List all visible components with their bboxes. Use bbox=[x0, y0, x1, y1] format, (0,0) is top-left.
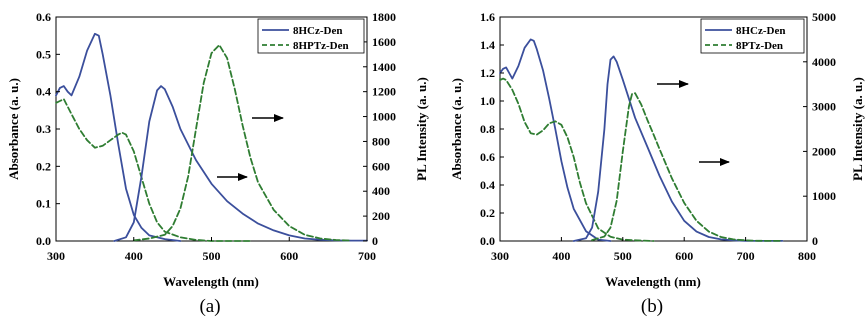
y2-axis-title-a: PL Intensity (a. u.) bbox=[414, 77, 429, 181]
x-tick-label-b-3: 600 bbox=[675, 249, 693, 263]
x-tick-label-a-1: 400 bbox=[125, 249, 143, 263]
y-tick-label-a-3: 0.3 bbox=[36, 122, 51, 136]
y2-tick-label-a-0: 0 bbox=[372, 234, 378, 248]
y2-tick-label-b-3: 3000 bbox=[812, 100, 836, 114]
y-axis-title-a: Absorbance (a. u.) bbox=[6, 78, 21, 180]
series-line-a-absorbance-2 bbox=[55, 98, 252, 242]
series-line-a-absorbance-1 bbox=[55, 32, 182, 242]
y2-tick-label-b-4: 4000 bbox=[812, 55, 836, 69]
y-tick-label-b-8: 1.6 bbox=[480, 10, 495, 24]
series-line-b-absorbance-1 bbox=[499, 38, 612, 242]
y2-tick-label-a-2: 400 bbox=[372, 184, 390, 198]
series-line-b-absorbance-2 bbox=[499, 77, 655, 242]
x-tick-label-b-2: 500 bbox=[614, 249, 632, 263]
y-ticks-a: 0.0 0.1 0.2 0.3 0.4 0.5 0.6 bbox=[36, 10, 60, 248]
y-tick-label-b-7: 1.4 bbox=[480, 38, 495, 52]
x-ticks-a: 300 400 500 600 700 bbox=[47, 237, 376, 263]
x-axis-title-a: Wavelength (nm) bbox=[163, 274, 259, 289]
y-tick-label-a-5: 0.5 bbox=[36, 47, 51, 61]
x-axis-title-b: Wavelength (nm) bbox=[605, 274, 701, 289]
y2-tick-label-b-2: 2000 bbox=[812, 144, 836, 158]
y2-tick-label-b-5: 5000 bbox=[812, 10, 836, 24]
y-tick-label-a-0: 0.0 bbox=[36, 234, 51, 248]
panel-a: 300 400 500 600 700 0.0 0.1 0.2 0.3 0.4 0.5 0.6 0 2… bbox=[6, 10, 429, 317]
legend-label-a-1: 8HCz-Den bbox=[293, 25, 343, 37]
x-tick-label-a-0: 300 bbox=[47, 249, 65, 263]
legend-label-b-2: 8PTz-Den bbox=[736, 40, 783, 52]
y-tick-label-a-1: 0.1 bbox=[36, 197, 51, 211]
y-tick-label-b-4: 0.8 bbox=[480, 122, 495, 136]
legend-b: 8HCz-Den 8PTz-Den bbox=[700, 18, 805, 54]
x-tick-label-b-1: 400 bbox=[552, 249, 570, 263]
y-tick-label-b-1: 0.2 bbox=[480, 206, 495, 220]
y-tick-label-b-0: 0.0 bbox=[480, 234, 495, 248]
y2-tick-label-a-1: 200 bbox=[372, 209, 390, 223]
x-tick-label-b-4: 700 bbox=[737, 249, 755, 263]
y2-tick-label-a-5: 1000 bbox=[372, 110, 396, 124]
series-lines-b bbox=[499, 38, 784, 242]
y-tick-label-b-5: 1.0 bbox=[480, 94, 495, 108]
y2-ticks-a: 0 200 400 600 800 1000 1200 1400 1600 1800 bbox=[363, 10, 396, 248]
y2-tick-label-a-3: 600 bbox=[372, 159, 390, 173]
series-line-a-pl-4 bbox=[132, 44, 353, 242]
legend-a: 8HCz-Den 8HPTz-Den bbox=[257, 18, 365, 54]
legend-label-b-1: 8HCz-Den bbox=[736, 25, 786, 37]
y-tick-label-a-4: 0.4 bbox=[36, 85, 51, 99]
x-tick-label-a-4: 700 bbox=[358, 249, 376, 263]
series-lines-a bbox=[55, 32, 368, 242]
legend-box-a bbox=[257, 18, 365, 54]
y-tick-label-a-6: 0.6 bbox=[36, 10, 51, 24]
y2-tick-label-b-1: 1000 bbox=[812, 189, 836, 203]
y2-tick-label-a-7: 1400 bbox=[372, 60, 396, 74]
y2-tick-label-a-4: 800 bbox=[372, 134, 390, 148]
y-axis-title-b: Absorbance (a. u.) bbox=[449, 78, 464, 180]
x-tick-label-b-5: 800 bbox=[798, 249, 816, 263]
y-tick-label-b-3: 0.6 bbox=[480, 150, 495, 164]
x-ticks-b: 300 400 500 600 700 800 bbox=[491, 237, 816, 263]
y-ticks-b: 0.0 0.2 0.4 0.6 0.8 1.0 1.2 1.4 1.6 bbox=[480, 10, 504, 248]
y2-tick-label-b-0: 0 bbox=[812, 234, 818, 248]
y2-tick-label-a-6: 1200 bbox=[372, 85, 396, 99]
y-tick-label-a-2: 0.2 bbox=[36, 159, 51, 173]
y2-axis-title-b: PL Intensity (a. u.) bbox=[850, 77, 865, 181]
legend-box-b bbox=[700, 18, 805, 54]
series-line-b-pl-4 bbox=[591, 92, 784, 242]
y-tick-label-b-6: 1.2 bbox=[480, 66, 495, 80]
x-tick-label-a-3: 600 bbox=[280, 249, 298, 263]
panel-b: 300 400 500 600 700 800 0.0 0.2 0.4 0.6 0.8 1.0 1.2… bbox=[449, 10, 865, 317]
y2-tick-label-a-9: 1800 bbox=[372, 10, 396, 24]
x-tick-label-b-0: 300 bbox=[491, 249, 509, 263]
y2-ticks-b: 0 1000 2000 3000 4000 5000 bbox=[803, 10, 836, 248]
x-tick-label-a-2: 500 bbox=[203, 249, 221, 263]
caption-a: (a) bbox=[199, 296, 220, 317]
caption-b: (b) bbox=[641, 296, 663, 317]
y2-tick-label-a-8: 1600 bbox=[372, 35, 396, 49]
y-tick-label-b-2: 0.4 bbox=[480, 178, 495, 192]
legend-label-a-2: 8HPTz-Den bbox=[293, 40, 349, 52]
series-line-a-pl-3 bbox=[113, 85, 368, 242]
